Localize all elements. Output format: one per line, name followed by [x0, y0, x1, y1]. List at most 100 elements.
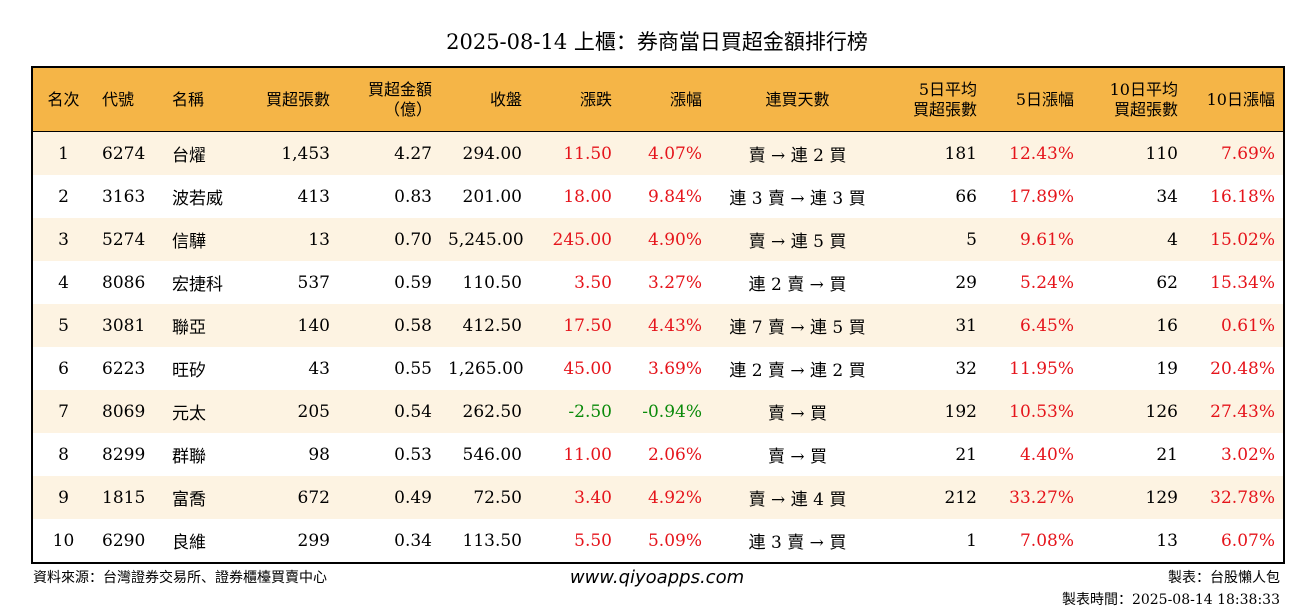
- cell-avg10: 34: [1082, 175, 1186, 218]
- cell-rank: 2: [32, 175, 94, 218]
- website-link[interactable]: www.qiyoapps.com: [569, 567, 745, 588]
- cell-avg5: 21: [885, 433, 985, 476]
- cell-avg5: 66: [885, 175, 985, 218]
- cell-change: 3.50: [530, 261, 620, 304]
- cell-chg10: 27.43%: [1186, 390, 1284, 433]
- table-row: 6 6223 旺矽 43 0.55 1,265.00 45.00 3.69% 連 2 賣 → 連…: [32, 347, 1284, 390]
- cell-chg5: 7.08%: [985, 519, 1082, 563]
- cell-chg5: 4.40%: [985, 433, 1082, 476]
- table-row: 9 1815 富喬 672 0.49 72.50 3.40 4.92% 賣 → 連 4 買 212…: [32, 476, 1284, 519]
- cell-code: 8069: [94, 390, 164, 433]
- cell-net-buy-amount: 0.53: [338, 433, 440, 476]
- cell-avg10: 62: [1082, 261, 1186, 304]
- cell-close: 110.50: [440, 261, 530, 304]
- cell-change: 5.50: [530, 519, 620, 563]
- cell-close: 262.50: [440, 390, 530, 433]
- cell-avg5: 32: [885, 347, 985, 390]
- cell-close: 113.50: [440, 519, 530, 563]
- cell-rank: 6: [32, 347, 94, 390]
- cell-chg5: 9.61%: [985, 218, 1082, 261]
- cell-change: 45.00: [530, 347, 620, 390]
- cell-avg5: 5: [885, 218, 985, 261]
- header-avg10-line2: 買超張數: [1113, 99, 1178, 119]
- cell-rank: 5: [32, 304, 94, 347]
- cell-rank: 7: [32, 390, 94, 433]
- cell-change: 11.50: [530, 131, 620, 175]
- cell-chg10: 20.48%: [1186, 347, 1284, 390]
- header-avg10: 10日平均 買超張數: [1082, 67, 1186, 132]
- table-row: 8 8299 群聯 98 0.53 546.00 11.00 2.06% 賣 → 買 21 4.40…: [32, 433, 1284, 476]
- cell-rank: 3: [32, 218, 94, 261]
- cell-change: -2.50: [530, 390, 620, 433]
- header-change: 漲跌: [530, 67, 620, 132]
- cell-net-buy-amount: 0.83: [338, 175, 440, 218]
- header-name: 名稱: [164, 67, 246, 132]
- cell-net-buy-shares: 672: [246, 476, 338, 519]
- cell-close: 72.50: [440, 476, 530, 519]
- cell-net-buy-shares: 98: [246, 433, 338, 476]
- header-code: 代號: [94, 67, 164, 132]
- cell-streak: 連 2 賣 → 連 2 買: [710, 347, 885, 390]
- cell-avg5: 31: [885, 304, 985, 347]
- footer-credits: 製表：台股懶人包 製表時間：2025-08-14 18:38:33: [1062, 567, 1280, 611]
- cell-net-buy-amount: 0.49: [338, 476, 440, 519]
- cell-change: 11.00: [530, 433, 620, 476]
- cell-close: 1,265.00: [440, 347, 530, 390]
- cell-name: 波若威: [164, 175, 246, 218]
- cell-rank: 8: [32, 433, 94, 476]
- cell-net-buy-amount: 4.27: [338, 131, 440, 175]
- cell-net-buy-amount: 0.34: [338, 519, 440, 563]
- cell-net-buy-shares: 537: [246, 261, 338, 304]
- header-avg5-line1: 5日平均: [918, 79, 977, 99]
- table-row: 7 8069 元太 205 0.54 262.50 -2.50 -0.94% 賣 → 買 192 1…: [32, 390, 1284, 433]
- cell-code: 5274: [94, 218, 164, 261]
- cell-net-buy-shares: 299: [246, 519, 338, 563]
- table-header-row: 名次 代號 名稱 買超張數 買超金額 （億） 收盤 漲跌 漲幅 連買天數 5日平均…: [32, 67, 1284, 132]
- cell-change-pct: 4.92%: [620, 476, 710, 519]
- cell-streak: 連 3 賣 → 買: [710, 519, 885, 563]
- cell-net-buy-amount: 0.58: [338, 304, 440, 347]
- cell-change-pct: 3.27%: [620, 261, 710, 304]
- cell-streak: 連 2 賣 → 買: [710, 261, 885, 304]
- cell-chg10: 7.69%: [1186, 131, 1284, 175]
- cell-net-buy-amount: 0.59: [338, 261, 440, 304]
- cell-avg5: 29: [885, 261, 985, 304]
- cell-chg10: 15.34%: [1186, 261, 1284, 304]
- cell-avg10: 13: [1082, 519, 1186, 563]
- cell-avg10: 4: [1082, 218, 1186, 261]
- cell-code: 3081: [94, 304, 164, 347]
- cell-avg5: 1: [885, 519, 985, 563]
- cell-change: 18.00: [530, 175, 620, 218]
- author-credit: 製表：台股懶人包: [1168, 570, 1280, 586]
- cell-chg5: 6.45%: [985, 304, 1082, 347]
- cell-change: 245.00: [530, 218, 620, 261]
- header-chg5: 5日漲幅: [985, 67, 1082, 132]
- cell-avg10: 129: [1082, 476, 1186, 519]
- cell-name: 旺矽: [164, 347, 246, 390]
- table-row: 3 5274 信驊 13 0.70 5,245.00 245.00 4.90% 賣 → 連 5 …: [32, 218, 1284, 261]
- cell-change-pct: 4.90%: [620, 218, 710, 261]
- cell-streak: 賣 → 買: [710, 390, 885, 433]
- cell-avg5: 192: [885, 390, 985, 433]
- cell-avg10: 126: [1082, 390, 1186, 433]
- cell-chg10: 16.18%: [1186, 175, 1284, 218]
- cell-chg5: 10.53%: [985, 390, 1082, 433]
- data-source: 資料來源：台灣證券交易所、證券櫃檯買賣中心: [33, 570, 327, 586]
- cell-net-buy-shares: 205: [246, 390, 338, 433]
- cell-name: 良維: [164, 519, 246, 563]
- cell-net-buy-shares: 140: [246, 304, 338, 347]
- cell-net-buy-shares: 1,453: [246, 131, 338, 175]
- header-avg5: 5日平均 買超張數: [885, 67, 985, 132]
- cell-streak: 連 7 賣 → 連 5 買: [710, 304, 885, 347]
- header-chg10: 10日漲幅: [1186, 67, 1284, 132]
- cell-chg5: 17.89%: [985, 175, 1082, 218]
- cell-change-pct: -0.94%: [620, 390, 710, 433]
- cell-code: 6290: [94, 519, 164, 563]
- cell-name: 元太: [164, 390, 246, 433]
- ranking-table: 名次 代號 名稱 買超張數 買超金額 （億） 收盤 漲跌 漲幅 連買天數 5日平均…: [31, 66, 1285, 564]
- cell-name: 台燿: [164, 131, 246, 175]
- cell-code: 3163: [94, 175, 164, 218]
- cell-code: 6223: [94, 347, 164, 390]
- header-avg10-line1: 10日平均: [1109, 79, 1178, 99]
